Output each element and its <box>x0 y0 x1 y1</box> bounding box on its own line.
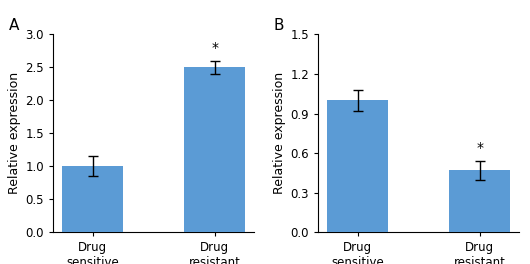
Bar <box>62 166 123 232</box>
Bar <box>327 100 388 232</box>
Text: *: * <box>211 41 218 55</box>
Bar <box>184 67 245 232</box>
Text: *: * <box>476 141 483 155</box>
Text: A: A <box>8 18 19 34</box>
Bar <box>449 170 510 232</box>
Y-axis label: Relative expression: Relative expression <box>8 72 21 194</box>
Text: B: B <box>273 18 284 34</box>
Y-axis label: Relative expression: Relative expression <box>273 72 286 194</box>
